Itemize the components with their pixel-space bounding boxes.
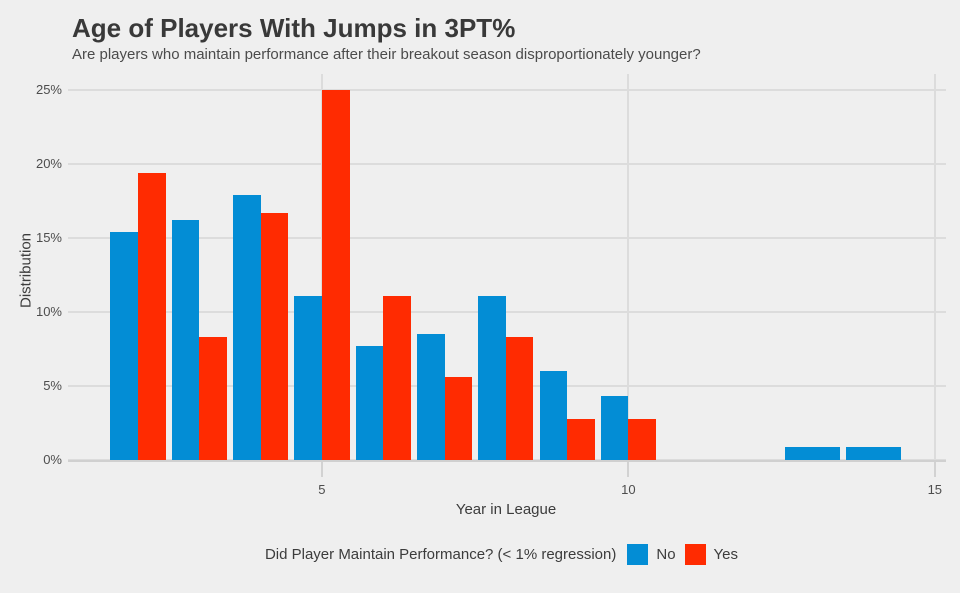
- x-gridline: [627, 74, 630, 460]
- x-axis-title: Year in League: [455, 501, 557, 518]
- legend-title: Did Player Maintain Performance? (< 1% r…: [264, 545, 617, 563]
- bar-yes-year-3: [199, 337, 227, 460]
- bar-no-year-2: [110, 232, 139, 460]
- bar-no-year-14: [845, 446, 902, 460]
- bar-yes-year-4: [260, 212, 289, 460]
- legend: Did Player Maintain Performance? (< 1% r…: [52, 541, 960, 567]
- x-tick-label: 5: [318, 482, 326, 497]
- bar-yes-year-8: [505, 337, 534, 460]
- legend-label-no: No: [656, 545, 676, 563]
- x-gridline: [933, 74, 936, 460]
- bar-no-year-5: [294, 295, 322, 460]
- y-tick-label: 5%: [43, 377, 62, 393]
- legend-swatch-yes: [684, 543, 706, 565]
- x-tick-mark: [320, 462, 323, 477]
- bar-yes-year-6: [383, 295, 411, 460]
- x-axis-line: [68, 460, 946, 462]
- x-tick-mark: [933, 462, 936, 477]
- bar-no-year-8: [478, 295, 506, 460]
- chart-title: Age of Players With Jumps in 3PT%: [72, 13, 516, 43]
- x-tick-label: 10: [621, 482, 636, 497]
- bar-yes-year-7: [444, 377, 473, 460]
- y-tick-label: 20%: [35, 155, 62, 171]
- bar-yes-year-10: [628, 418, 656, 460]
- bar-no-year-10: [600, 396, 629, 460]
- legend-label-yes: Yes: [713, 545, 739, 563]
- y-gridline: [68, 162, 946, 165]
- y-tick-label: 0%: [43, 452, 62, 467]
- bar-no-year-4: [233, 195, 261, 460]
- y-gridline: [68, 236, 946, 239]
- bar-no-year-6: [355, 346, 384, 460]
- chart-subtitle: Are players who maintain performance aft…: [72, 46, 701, 63]
- bar-yes-year-5: [321, 89, 350, 460]
- bar-no-year-9: [539, 371, 568, 460]
- bar-no-year-3: [171, 220, 200, 460]
- legend-swatch-no: [627, 543, 649, 565]
- x-tick-label: 15: [927, 482, 943, 497]
- bar-no-year-7: [416, 334, 445, 460]
- y-tick-label: 15%: [35, 229, 62, 245]
- bar-yes-year-9: [567, 418, 595, 460]
- bar-no-year-13: [784, 446, 840, 460]
- y-gridline: [68, 310, 946, 313]
- y-tick-label: 25%: [35, 81, 62, 97]
- bar-yes-year-2: [138, 172, 166, 460]
- y-gridline: [68, 88, 946, 91]
- x-tick-mark: [627, 462, 630, 477]
- y-tick-label: 10%: [35, 303, 62, 319]
